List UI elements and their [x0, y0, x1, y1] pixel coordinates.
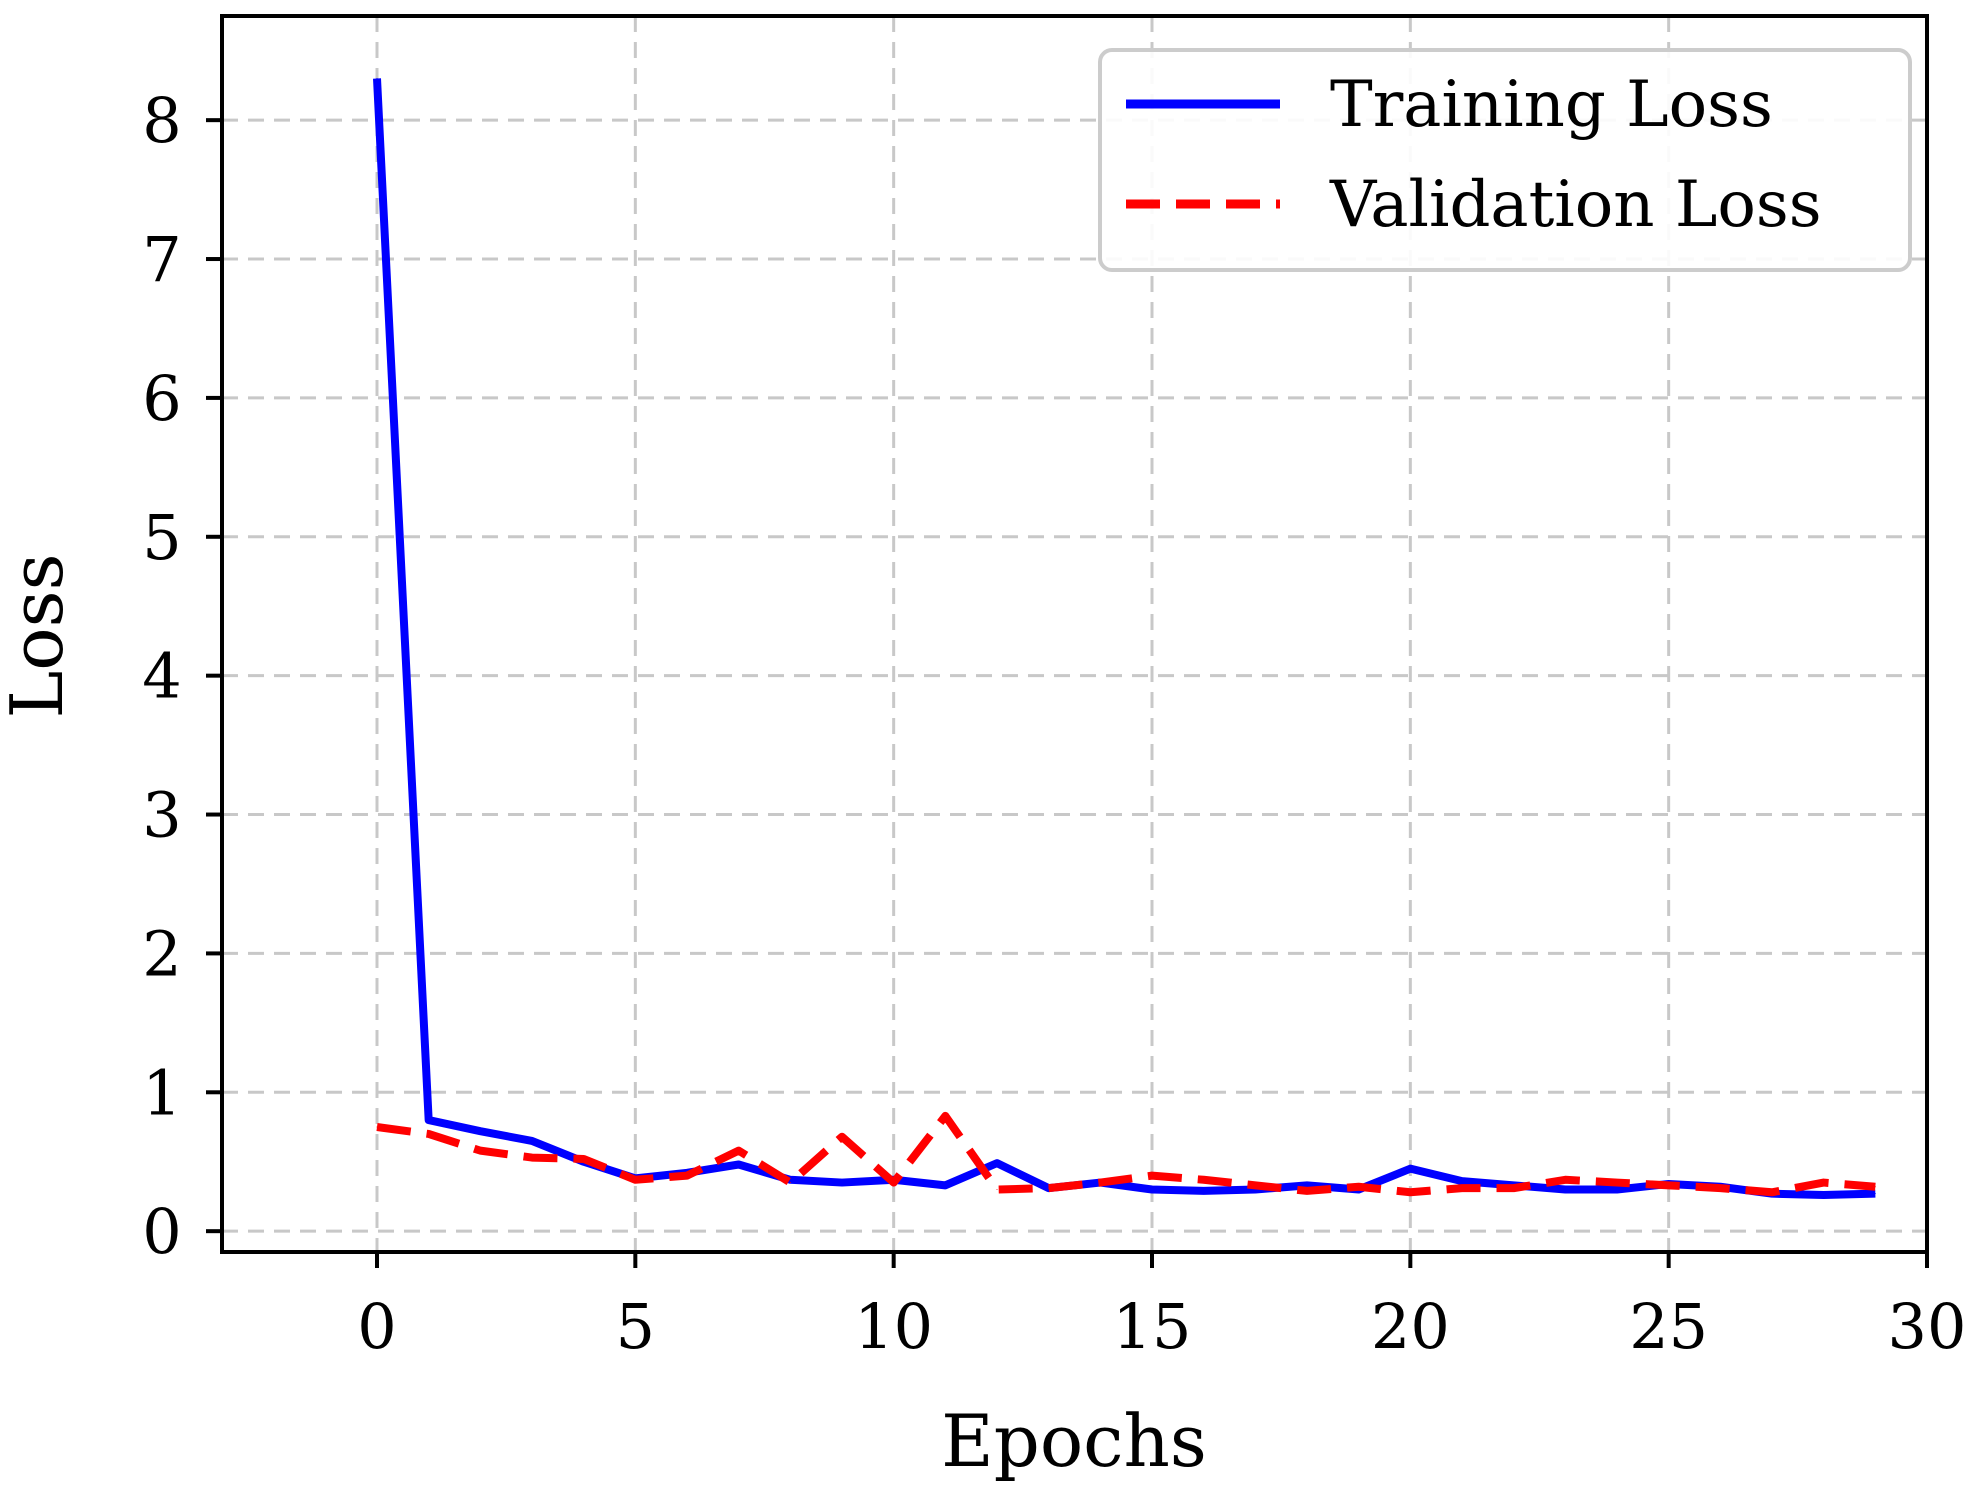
y-tick-label: 8	[142, 84, 181, 157]
data-point-training-loss	[531, 1140, 533, 1142]
data-point-training-loss	[1306, 1184, 1308, 1186]
legend: Training Loss Validation Loss	[1098, 48, 1912, 272]
series-line-validation-loss	[376, 1111, 1876, 1197]
data-point-training-loss	[1823, 1194, 1825, 1196]
data-point-training-loss	[428, 1119, 430, 1121]
data-point-training-loss	[1874, 1193, 1876, 1195]
data-point-training-loss	[841, 1182, 843, 1184]
data-point-training-loss	[789, 1179, 791, 1181]
x-tick-label: 20	[1371, 1290, 1450, 1363]
data-point-training-loss	[738, 1164, 740, 1166]
data-point-validation-loss	[996, 1189, 998, 1191]
x-tick-label: 15	[1113, 1290, 1192, 1363]
y-tick-label: 7	[142, 223, 181, 296]
x-tick-label: 25	[1629, 1290, 1708, 1363]
y-tick-label: 2	[142, 917, 181, 990]
data-point-training-loss	[479, 1130, 481, 1132]
y-tick-label: 3	[142, 779, 181, 852]
data-point-training-loss	[1203, 1190, 1205, 1192]
y-tick-label: 4	[142, 640, 181, 713]
data-point-training-loss	[1564, 1189, 1566, 1191]
data-point-training-loss	[1616, 1189, 1618, 1191]
data-point-training-loss	[376, 77, 378, 79]
y-tick-label: 5	[142, 501, 181, 574]
y-tick-label: 6	[142, 362, 181, 435]
x-tick-label: 30	[1888, 1290, 1967, 1363]
legend-label-validation-loss: Validation Loss	[1329, 168, 1822, 242]
data-point-validation-loss	[789, 1182, 791, 1184]
data-point-training-loss	[944, 1184, 946, 1186]
ticks: 0 5 10 15 20 25 30 0 1 2 3 4 5 6 7 8	[142, 84, 1966, 1363]
data-point-training-loss	[996, 1162, 998, 1164]
x-axis-title: Epochs	[941, 1399, 1207, 1483]
legend-label-training-loss: Training Loss	[1330, 68, 1773, 142]
y-tick-label: 1	[142, 1056, 181, 1129]
x-tick-label: 0	[357, 1290, 396, 1363]
data-point-training-loss	[1151, 1189, 1153, 1191]
y-axis-title: Loss	[0, 553, 79, 718]
series	[373, 77, 1876, 1200]
y-tick-label: 0	[142, 1195, 181, 1268]
data-point-training-loss	[1461, 1180, 1463, 1182]
plot-frame	[220, 14, 1929, 1254]
legend-box	[1098, 48, 1912, 272]
x-tick-label: 5	[616, 1290, 655, 1363]
x-tick-label: 10	[854, 1290, 933, 1363]
grid	[222, 16, 1927, 1252]
data-point-training-loss	[1409, 1168, 1411, 1170]
